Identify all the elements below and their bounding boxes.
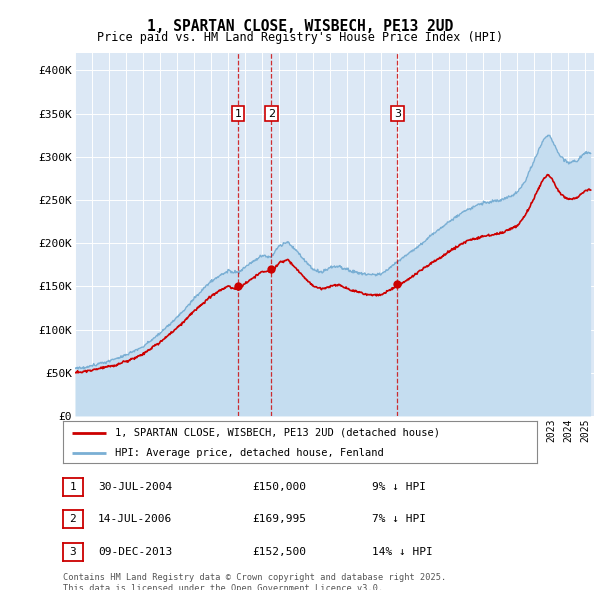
Text: 9% ↓ HPI: 9% ↓ HPI xyxy=(372,482,426,491)
Text: 3: 3 xyxy=(70,547,76,556)
Text: 1, SPARTAN CLOSE, WISBECH, PE13 2UD: 1, SPARTAN CLOSE, WISBECH, PE13 2UD xyxy=(147,19,453,34)
Text: 2: 2 xyxy=(70,514,76,524)
Text: £152,500: £152,500 xyxy=(252,547,306,556)
Text: 1: 1 xyxy=(235,109,242,119)
Text: 3: 3 xyxy=(394,109,401,119)
Text: 1, SPARTAN CLOSE, WISBECH, PE13 2UD (detached house): 1, SPARTAN CLOSE, WISBECH, PE13 2UD (det… xyxy=(115,428,440,438)
Text: £150,000: £150,000 xyxy=(252,482,306,491)
Text: £169,995: £169,995 xyxy=(252,514,306,524)
Text: Contains HM Land Registry data © Crown copyright and database right 2025.
This d: Contains HM Land Registry data © Crown c… xyxy=(63,573,446,590)
Text: 7% ↓ HPI: 7% ↓ HPI xyxy=(372,514,426,524)
Text: HPI: Average price, detached house, Fenland: HPI: Average price, detached house, Fenl… xyxy=(115,448,384,457)
Text: 2: 2 xyxy=(268,109,275,119)
Text: 1: 1 xyxy=(70,482,76,491)
Text: 09-DEC-2013: 09-DEC-2013 xyxy=(98,547,172,556)
Text: Price paid vs. HM Land Registry's House Price Index (HPI): Price paid vs. HM Land Registry's House … xyxy=(97,31,503,44)
Text: 30-JUL-2004: 30-JUL-2004 xyxy=(98,482,172,491)
Text: 14% ↓ HPI: 14% ↓ HPI xyxy=(372,547,433,556)
Text: 14-JUL-2006: 14-JUL-2006 xyxy=(98,514,172,524)
